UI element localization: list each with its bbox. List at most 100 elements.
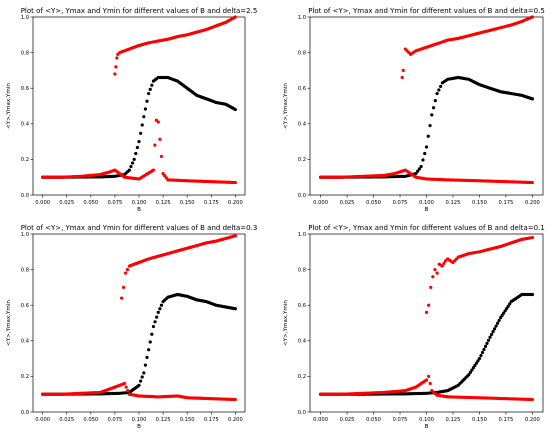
x-tick-label: 0.150 xyxy=(180,417,195,423)
data-point xyxy=(423,151,427,156)
data-point xyxy=(477,357,482,361)
series-2 xyxy=(41,292,237,396)
data-point xyxy=(470,368,474,372)
y-axis-label: <Y>,Ymax,Ymin xyxy=(283,300,289,346)
y-tick-label: 0.2 xyxy=(298,374,306,380)
plot-frame xyxy=(32,16,246,196)
data-point xyxy=(151,324,156,329)
x-tick-label: 0.175 xyxy=(499,417,514,423)
data-point xyxy=(482,347,486,352)
data-point xyxy=(120,296,124,300)
data-point xyxy=(142,371,146,375)
x-tick-label: 0.150 xyxy=(472,200,487,206)
x-tick-label: 0.100 xyxy=(419,417,434,423)
data-point xyxy=(148,340,152,344)
x-axis-label: B xyxy=(137,207,141,213)
data-point xyxy=(158,137,162,141)
x-axis-label: B xyxy=(425,207,429,213)
y-tick-label: 0.4 xyxy=(21,122,30,128)
data-point xyxy=(417,167,422,171)
data-point xyxy=(485,341,489,345)
data-point xyxy=(416,169,420,173)
data-point xyxy=(479,353,483,358)
data-point xyxy=(442,261,446,265)
series-1 xyxy=(400,15,535,80)
y-tick-label: 0.2 xyxy=(21,157,29,163)
data-point xyxy=(530,97,535,101)
y-tick-label: 0.0 xyxy=(298,193,306,199)
data-point xyxy=(233,307,237,311)
series-3 xyxy=(318,374,535,402)
x-tick-label: 0.000 xyxy=(35,200,50,206)
data-point xyxy=(499,316,503,320)
data-point xyxy=(114,65,118,69)
data-point xyxy=(530,180,535,185)
x-tick-label: 0.075 xyxy=(107,417,122,423)
x-tick-label: 0.025 xyxy=(340,200,355,206)
data-point xyxy=(124,385,128,389)
data-point xyxy=(427,303,431,307)
data-point xyxy=(150,83,154,87)
y-tick-label: 0.2 xyxy=(298,157,306,163)
data-point xyxy=(530,15,535,19)
data-point xyxy=(489,332,494,337)
data-point xyxy=(483,344,488,348)
y-tick-label: 0.8 xyxy=(298,50,306,56)
x-tick-label: 0.050 xyxy=(83,417,98,423)
x-tick-label: 0.050 xyxy=(366,200,381,206)
series-2 xyxy=(41,75,237,179)
data-point xyxy=(480,350,485,355)
data-point xyxy=(473,363,477,368)
x-axis-label: B xyxy=(425,424,429,430)
data-point xyxy=(494,324,498,328)
x-tick-label: 0.125 xyxy=(446,417,461,423)
x-tick-label: 0.050 xyxy=(83,200,98,206)
x-tick-label: 0.050 xyxy=(366,417,381,423)
data-point xyxy=(424,310,429,314)
data-point xyxy=(155,315,159,319)
y-tick-label: 0.4 xyxy=(298,339,307,345)
data-point xyxy=(140,375,144,379)
chart-title: Plot of <Y>, Ymax and Ymin for different… xyxy=(21,7,258,15)
data-point xyxy=(125,268,130,272)
data-point xyxy=(439,84,443,89)
data-point xyxy=(530,235,535,240)
data-point xyxy=(401,68,405,72)
data-point xyxy=(530,292,535,297)
data-point xyxy=(419,164,423,169)
data-point xyxy=(414,172,418,176)
data-point xyxy=(156,120,160,124)
x-tick-label: 0.025 xyxy=(59,417,74,423)
data-point xyxy=(400,75,404,80)
data-point xyxy=(468,370,472,374)
x-tick-label: 0.100 xyxy=(132,200,147,206)
data-point xyxy=(467,373,471,377)
x-tick-label: 0.100 xyxy=(419,200,434,206)
data-point xyxy=(132,157,136,161)
chart-title: Plot of <Y>, Ymax and Ymin for different… xyxy=(308,224,545,232)
data-point xyxy=(147,91,151,96)
data-point xyxy=(429,285,433,289)
data-point xyxy=(474,361,479,365)
data-point xyxy=(145,99,149,103)
data-point xyxy=(428,123,432,128)
data-point xyxy=(435,91,439,96)
x-tick-label: 0.175 xyxy=(204,200,219,206)
x-tick-label: 0.075 xyxy=(107,200,122,206)
x-tick-label: 0.150 xyxy=(180,200,195,206)
series-3 xyxy=(41,381,237,402)
y-tick-label: 0.6 xyxy=(298,303,306,309)
plot-frame xyxy=(309,16,544,196)
data-point xyxy=(492,327,497,331)
chart-4: Plot of <Y>, Ymax and Ymin for different… xyxy=(283,224,545,430)
x-tick-label: 0.025 xyxy=(340,417,355,423)
data-point xyxy=(233,107,237,112)
data-point xyxy=(437,88,441,92)
chart-title: Plot of <Y>, Ymax and Ymin for different… xyxy=(308,7,545,15)
x-tick-label: 0.025 xyxy=(59,200,74,206)
data-point xyxy=(137,383,141,387)
y-tick-label: 0.4 xyxy=(21,339,30,345)
data-point xyxy=(530,397,535,402)
series-1 xyxy=(113,15,237,76)
data-point xyxy=(500,313,504,317)
